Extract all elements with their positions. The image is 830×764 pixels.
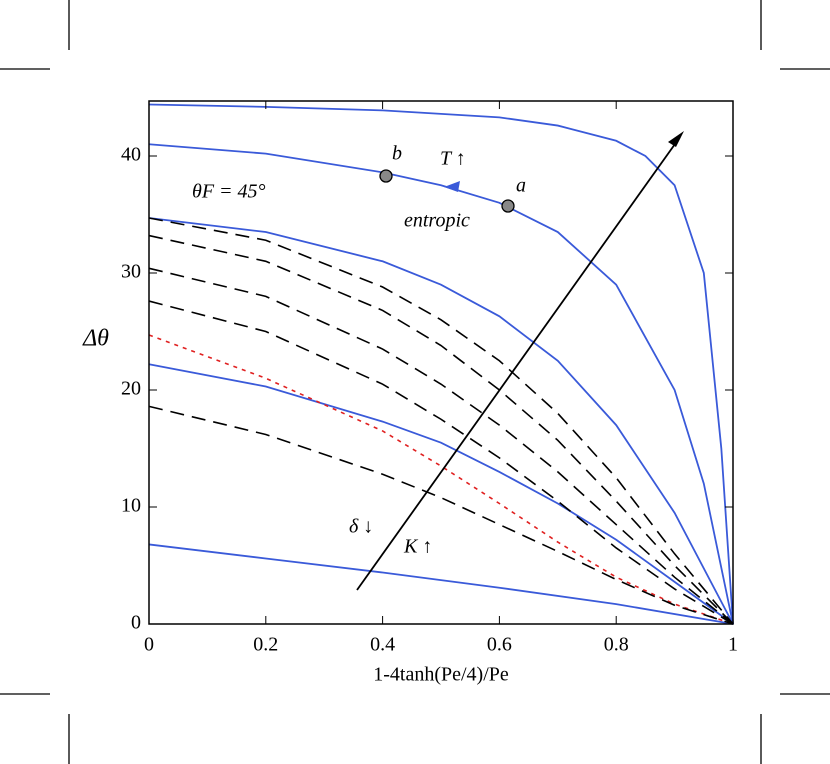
curve <box>148 217 734 625</box>
x-axis-label: 1-4tanh(Pe/4)/Pe <box>373 664 509 686</box>
plot-frame <box>148 100 734 625</box>
y-tick-label: 40 <box>121 144 141 166</box>
curve <box>148 267 734 625</box>
x-tick-label: 0.6 <box>487 634 512 656</box>
curve <box>148 234 734 625</box>
curve <box>148 103 734 625</box>
y-tick-label: 0 <box>131 612 141 634</box>
curve <box>148 405 734 625</box>
y-axis-label: Δθ <box>82 326 109 352</box>
y-tick-label: 20 <box>121 378 141 400</box>
curve <box>148 143 734 625</box>
trend-arrow <box>356 136 681 591</box>
x-tick-label: 0.8 <box>604 634 629 656</box>
annotation: a <box>516 175 526 197</box>
annotation: K ↑ <box>403 536 432 558</box>
annotation: T ↑ <box>440 148 466 170</box>
point-b <box>379 169 393 183</box>
arrow-head <box>668 131 684 147</box>
annotation: entropic <box>404 210 470 232</box>
annotation: θF = 45° <box>192 181 266 203</box>
curve <box>148 543 734 625</box>
annotation: δ ↓ <box>349 516 373 538</box>
x-tick-label: 1 <box>728 634 738 656</box>
y-tick-label: 30 <box>121 261 141 283</box>
x-tick-label: 0 <box>144 634 154 656</box>
curve <box>148 363 734 625</box>
curve <box>148 300 734 625</box>
x-tick-label: 0.4 <box>370 634 395 656</box>
point-a <box>501 199 515 213</box>
curve <box>148 217 734 625</box>
y-tick-label: 10 <box>121 495 141 517</box>
curve <box>148 334 734 625</box>
x-tick-label: 0.2 <box>253 634 278 656</box>
direction-arrow <box>444 181 460 192</box>
annotation: b <box>392 143 402 165</box>
